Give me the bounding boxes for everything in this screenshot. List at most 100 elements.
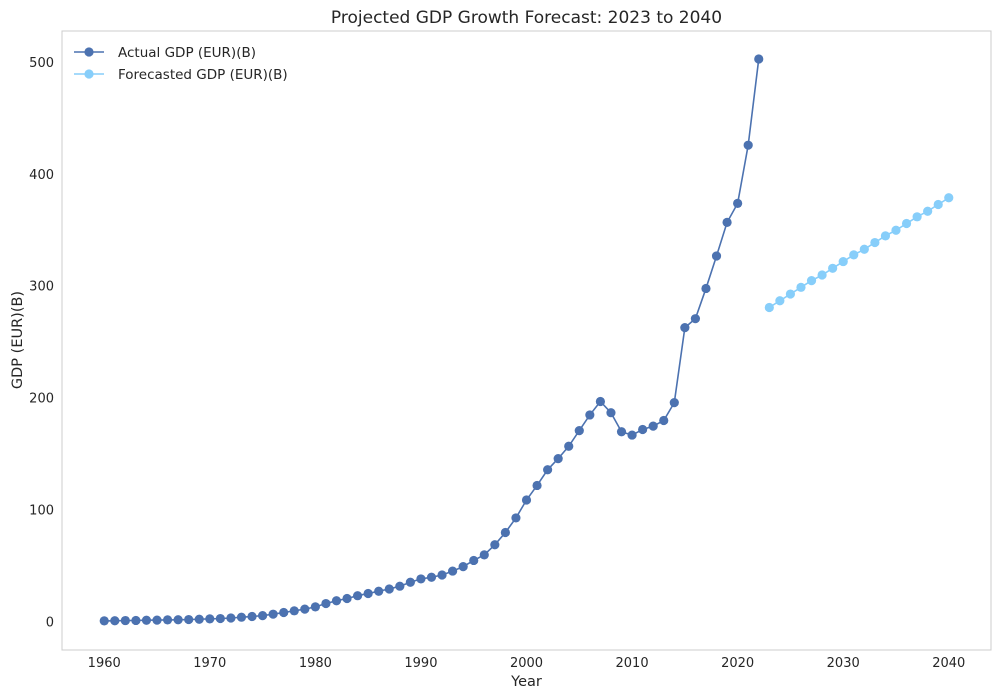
data-point bbox=[743, 140, 753, 150]
data-point bbox=[859, 244, 869, 254]
legend-label: Forecasted GDP (EUR)(B) bbox=[118, 67, 288, 83]
data-point bbox=[754, 54, 764, 64]
data-point bbox=[226, 613, 236, 623]
data-point bbox=[828, 263, 838, 273]
data-point bbox=[215, 613, 225, 624]
data-point bbox=[405, 577, 415, 587]
data-point bbox=[638, 424, 648, 435]
data-point bbox=[574, 426, 584, 436]
legend: Actual GDP (EUR)(B) Forecasted GDP (EUR)(… bbox=[74, 45, 288, 83]
data-point bbox=[99, 616, 109, 626]
data-point bbox=[458, 562, 468, 572]
data-point bbox=[701, 283, 711, 294]
data-point bbox=[891, 225, 901, 235]
data-point bbox=[236, 612, 247, 622]
y-axis-ticks: 0 100 200 300 400 500 bbox=[29, 56, 54, 631]
data-point bbox=[806, 276, 817, 286]
y-tick-label: 100 bbox=[29, 504, 54, 519]
data-point bbox=[448, 566, 458, 576]
data-point bbox=[131, 615, 141, 626]
x-tick-label: 1980 bbox=[299, 656, 332, 671]
x-tick-label: 1960 bbox=[88, 656, 121, 671]
data-point bbox=[521, 495, 532, 505]
x-tick-label: 2030 bbox=[827, 656, 860, 671]
x-tick-label: 1990 bbox=[404, 656, 437, 671]
data-point bbox=[722, 217, 732, 228]
x-tick-label: 2000 bbox=[510, 656, 543, 671]
data-point bbox=[289, 606, 299, 616]
x-axis-ticks: 1960 1970 1980 1990 2000 2010 2020 2030 2040 bbox=[88, 656, 966, 671]
data-point bbox=[342, 593, 352, 604]
data-point bbox=[606, 408, 616, 418]
data-point bbox=[437, 570, 447, 580]
chart-title: Projected GDP Growth Forecast: 2023 to 2… bbox=[331, 8, 722, 28]
data-point bbox=[553, 453, 563, 464]
data-point bbox=[849, 250, 859, 260]
data-point bbox=[775, 296, 785, 306]
y-tick-label: 500 bbox=[29, 56, 54, 71]
data-point bbox=[923, 206, 933, 216]
data-point bbox=[912, 212, 922, 222]
data-point bbox=[268, 609, 278, 619]
data-point bbox=[162, 615, 173, 625]
data-point bbox=[532, 480, 542, 491]
y-tick-label: 0 bbox=[46, 616, 54, 631]
data-point bbox=[500, 527, 510, 538]
data-point bbox=[110, 616, 120, 626]
data-point bbox=[796, 282, 806, 292]
data-point bbox=[901, 218, 912, 229]
data-point bbox=[479, 550, 489, 560]
data-point bbox=[120, 615, 130, 626]
x-tick-label: 2010 bbox=[616, 656, 649, 671]
y-axis-label: GDP (EUR)(B) bbox=[10, 291, 26, 389]
data-point bbox=[595, 396, 605, 407]
plot-area bbox=[61, 30, 992, 651]
data-point bbox=[680, 323, 690, 333]
data-point bbox=[838, 256, 848, 267]
data-point bbox=[321, 598, 331, 609]
data-point bbox=[279, 607, 289, 618]
data-point bbox=[395, 581, 405, 591]
y-tick-label: 400 bbox=[29, 168, 54, 183]
data-point bbox=[669, 398, 679, 408]
data-point bbox=[173, 615, 183, 625]
data-point bbox=[690, 314, 701, 324]
data-point bbox=[363, 588, 373, 599]
data-point bbox=[785, 289, 796, 299]
data-point bbox=[152, 615, 162, 625]
data-point bbox=[627, 430, 637, 440]
data-point bbox=[310, 602, 320, 612]
data-point bbox=[648, 421, 658, 431]
data-point bbox=[764, 302, 774, 313]
data-point bbox=[659, 415, 669, 426]
y-tick-label: 300 bbox=[29, 280, 54, 295]
data-point bbox=[205, 614, 215, 624]
legend-marker bbox=[84, 69, 94, 79]
data-point bbox=[300, 604, 310, 614]
data-point bbox=[469, 555, 479, 566]
data-point bbox=[564, 441, 574, 451]
series-layer bbox=[99, 54, 954, 626]
legend-marker bbox=[84, 47, 94, 57]
data-point bbox=[352, 591, 363, 601]
legend-label: Actual GDP (EUR)(B) bbox=[118, 45, 256, 61]
data-point bbox=[880, 231, 891, 241]
data-point bbox=[194, 614, 204, 624]
data-point bbox=[817, 270, 827, 280]
data-point bbox=[511, 513, 521, 523]
data-point bbox=[944, 193, 954, 203]
data-point bbox=[257, 611, 268, 621]
data-point bbox=[616, 427, 627, 437]
data-point bbox=[933, 199, 943, 210]
data-point bbox=[543, 465, 553, 475]
data-point bbox=[374, 586, 384, 596]
data-point bbox=[870, 237, 880, 248]
data-point bbox=[247, 611, 257, 622]
data-point bbox=[711, 251, 722, 261]
x-tick-label: 2040 bbox=[932, 656, 965, 671]
data-point bbox=[426, 572, 437, 582]
data-point bbox=[733, 198, 743, 208]
data-point bbox=[331, 596, 342, 606]
data-point bbox=[141, 615, 152, 625]
data-point bbox=[184, 614, 194, 625]
